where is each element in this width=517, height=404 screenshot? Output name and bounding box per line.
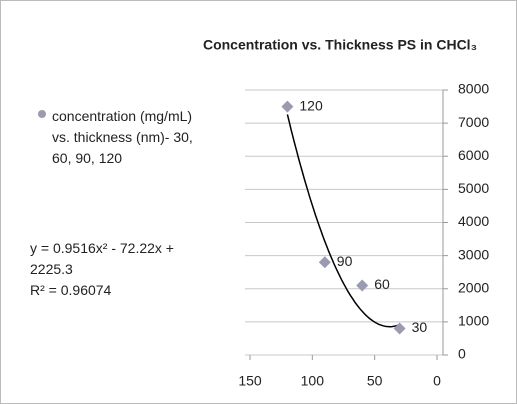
point: [281, 100, 294, 113]
point: [356, 279, 369, 292]
y-tick-label: 8000: [458, 81, 489, 97]
trendline-equation: y = 0.9516x² - 72.22x + 2225.3: [30, 240, 174, 277]
trendline: [286, 114, 400, 328]
y-tick-label: 3000: [458, 246, 489, 262]
y-tick-label: 6000: [458, 147, 489, 163]
point: [393, 322, 406, 335]
x-tick-label: 100: [301, 373, 325, 389]
x-tick-label: 50: [367, 373, 383, 389]
legend-entry: concentration (mg/mL) vs. thickness (nm)…: [52, 108, 193, 166]
y-tick-label: 1000: [458, 313, 489, 329]
y-tick-label: 7000: [458, 114, 489, 130]
data-label: 120: [299, 97, 323, 113]
legend-marker: [38, 110, 46, 118]
data-label: 30: [412, 319, 428, 335]
y-tick-label: 5000: [458, 180, 489, 196]
data-label: 60: [374, 276, 390, 292]
chart-title: Concentration vs. Thickness PS in CHCl₃: [203, 37, 477, 53]
y-tick-label: 2000: [458, 279, 489, 295]
r-squared: R² = 0.96074: [30, 282, 112, 298]
x-tick-label: 0: [433, 373, 441, 389]
x-tick-label: 150: [238, 373, 262, 389]
point: [318, 256, 331, 269]
y-tick-label: 4000: [458, 213, 489, 229]
data-label: 90: [337, 253, 353, 269]
y-tick-label: 0: [458, 346, 466, 362]
